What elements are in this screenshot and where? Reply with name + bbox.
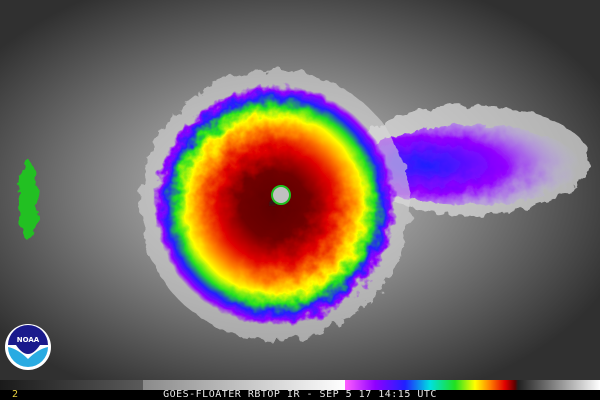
caption-bar: 2 GOES-FLOATER RBTOP IR - SEP 5 17 14:15… xyxy=(0,389,600,400)
frame-number: 2 xyxy=(12,389,19,400)
eastern-convection xyxy=(360,125,580,205)
hurricane-core xyxy=(155,85,395,325)
image-caption: GOES-FLOATER RBTOP IR - SEP 5 17 14:15 U… xyxy=(163,389,437,400)
hurricane-satellite-image xyxy=(0,0,600,380)
noaa-logo: NOAA xyxy=(5,324,51,370)
island-convection xyxy=(18,160,38,240)
hurricane-eye xyxy=(271,185,291,205)
svg-text:NOAA: NOAA xyxy=(17,336,40,344)
temperature-color-scale xyxy=(0,380,600,390)
